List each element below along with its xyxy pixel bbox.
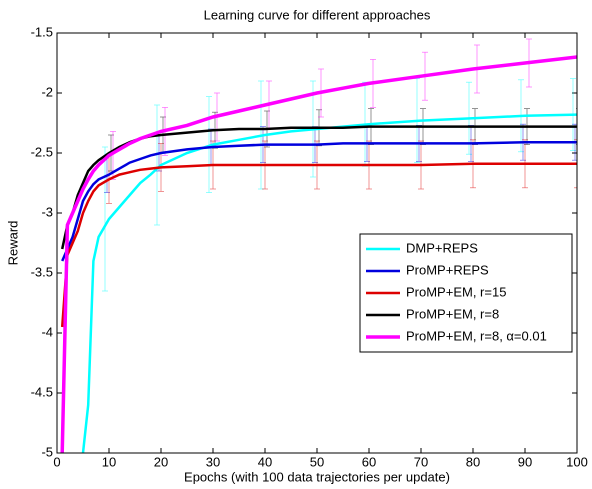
y-axis-label: Reward (5, 221, 20, 266)
y-tick-label: -5 (41, 444, 53, 459)
legend-label: ProMP+REPS (406, 262, 489, 277)
x-tick-label: 30 (206, 454, 220, 469)
x-tick-label: 60 (362, 454, 376, 469)
legend-label: ProMP+EM, r=8 (406, 306, 499, 321)
y-tick-label: -3.5 (31, 264, 53, 279)
legend: DMP+REPS ProMP+REPS ProMP+EM, r=15 ProMP+EM… (359, 233, 573, 353)
y-tick-label: -2.5 (31, 144, 53, 159)
y-tick-label: -2 (41, 84, 53, 99)
legend-label: ProMP+EM, r=8, α=0.01 (406, 328, 547, 343)
x-tick-label: 80 (466, 454, 480, 469)
error-bar (578, 33, 584, 81)
plot-series (60, 33, 584, 453)
x-tick-label: 90 (518, 454, 532, 469)
error-bar (102, 146, 108, 292)
y-tick-label: -3 (41, 204, 53, 219)
x-tick-label: 50 (310, 454, 324, 469)
y-tick-label: -4.5 (31, 384, 53, 399)
x-tick-label: 0 (53, 454, 60, 469)
x-tick-label: 70 (414, 454, 428, 469)
x-tick-label: 20 (154, 454, 168, 469)
x-axis-label: Epochs (with 100 data trajectories per u… (184, 469, 450, 484)
error-bar (574, 139, 577, 189)
series-line (60, 162, 577, 328)
x-tick-label: 10 (102, 454, 116, 469)
y-tick-label: -4 (41, 324, 53, 339)
chart-title: Learning curve for different approaches (204, 7, 431, 22)
plot-frame (56, 32, 578, 454)
error-bar (154, 104, 160, 226)
series-line (60, 125, 577, 250)
legend-label: DMP+REPS (406, 240, 478, 255)
series-line (60, 55, 577, 453)
series-line (61, 140, 577, 262)
x-tick-label: 100 (566, 454, 588, 469)
x-tick-label: 40 (258, 454, 272, 469)
legend-label: ProMP+EM, r=15 (406, 284, 506, 299)
y-tick-label: -1.5 (31, 24, 53, 39)
